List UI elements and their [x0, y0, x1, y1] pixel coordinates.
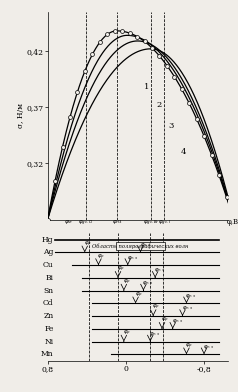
Text: $\varphi_{\text{н.з}}$: $\varphi_{\text{н.з}}$: [203, 343, 214, 351]
Text: $\varphi_p$: $\varphi_p$: [135, 290, 143, 300]
Text: $\varphi_p$: $\varphi_p$: [98, 252, 105, 261]
Text: Ag: Ag: [43, 249, 54, 256]
Y-axis label: σ, Н/м: σ, Н/м: [17, 103, 25, 128]
Text: 4: 4: [181, 148, 186, 156]
Text: Bi: Bi: [45, 274, 54, 282]
Text: Hg: Hg: [42, 236, 54, 243]
Text: $\varphi_{\text{н.з}}$: $\varphi_{\text{н.з}}$: [172, 317, 183, 325]
Text: Mn: Mn: [41, 350, 54, 358]
Text: $\varphi_p$: $\varphi_p$: [185, 341, 193, 351]
Text: Cd: Cd: [43, 299, 54, 307]
Text: 3: 3: [169, 122, 174, 130]
Text: $\varphi_{H3}$: $\varphi_{H3}$: [112, 218, 122, 226]
Text: Sn: Sn: [43, 287, 54, 294]
Text: $\varphi_{\text{н.з}}$: $\varphi_{\text{н.з}}$: [139, 241, 150, 249]
Text: $\varphi_p$: $\varphi_p$: [152, 303, 160, 312]
Text: $\varphi_{\text{н.з}}$: $\varphi_{\text{н.з}}$: [154, 266, 165, 274]
Text: $\varphi_p$: $\varphi_p$: [123, 278, 131, 287]
Text: $\varphi_{gc.I}$: $\varphi_{gc.I}$: [158, 218, 171, 227]
Text: $\varphi_p$: $\varphi_p$: [117, 265, 125, 274]
Text: Zn: Zn: [43, 312, 54, 320]
Text: Cu: Cu: [43, 261, 54, 269]
Text: $\varphi_{\text{н.з}}$: $\varphi_{\text{н.з}}$: [149, 330, 160, 338]
Text: $\varphi_{gc.Cl}$: $\varphi_{gc.Cl}$: [78, 218, 94, 227]
Text: $\varphi_{\text{н.з}}$: $\varphi_{\text{н.з}}$: [182, 305, 192, 312]
Text: $\varphi_{\text{н.з}}$: $\varphi_{\text{н.з}}$: [127, 254, 138, 261]
Text: $\varphi_{\text{н.з}}$: $\varphi_{\text{н.з}}$: [185, 292, 196, 300]
Text: 1: 1: [144, 83, 149, 91]
Text: φ,В: φ,В: [226, 218, 238, 226]
FancyBboxPatch shape: [116, 241, 165, 250]
Text: $\varphi_e$: $\varphi_e$: [64, 218, 73, 226]
Text: $\varphi_p$: $\varphi_p$: [123, 329, 131, 338]
Text: Область полярографических волн: Область полярографических волн: [92, 243, 189, 249]
Text: $\varphi_p$: $\varphi_p$: [84, 240, 92, 249]
Text: $\varphi_p$: $\varphi_p$: [161, 316, 169, 325]
Text: 2: 2: [156, 101, 161, 109]
Text: Fe: Fe: [44, 325, 54, 333]
Text: $\varphi_{\text{н.з}}$: $\varphi_{\text{н.з}}$: [142, 279, 153, 287]
Text: Ni: Ni: [44, 338, 54, 345]
Text: $\varphi_{gc.Br}$: $\varphi_{gc.Br}$: [143, 218, 159, 227]
